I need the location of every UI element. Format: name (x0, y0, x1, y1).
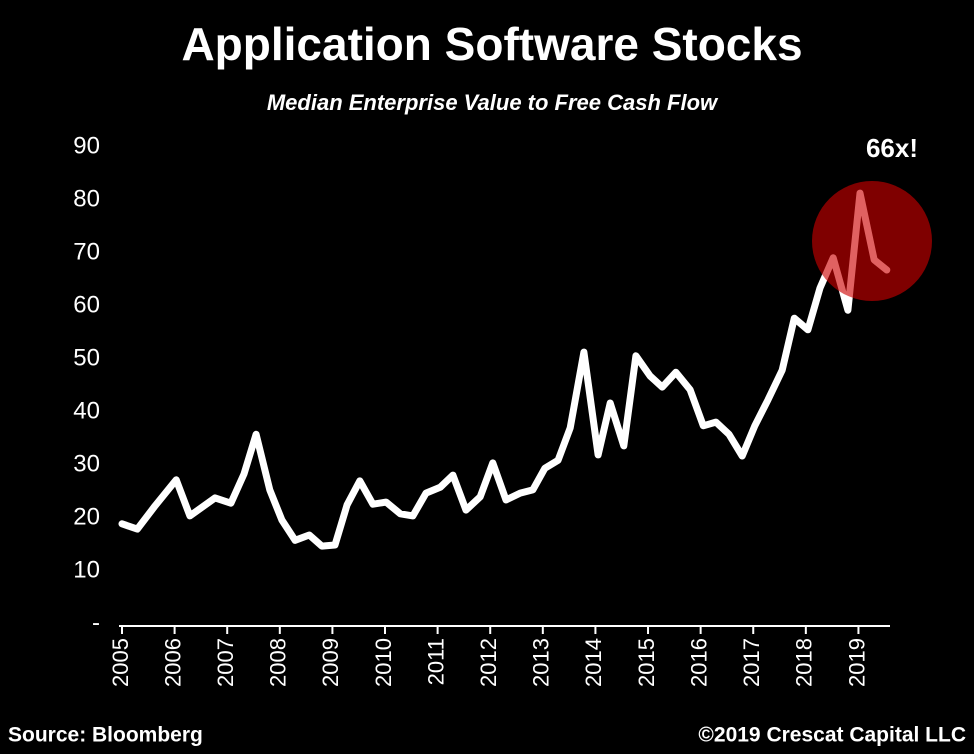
y-tick-label: 90 (73, 132, 100, 159)
y-tick-label: 60 (73, 291, 100, 318)
source: Source: Bloomberg (8, 724, 203, 747)
x-tick-label: 2010 (371, 638, 396, 687)
x-tick-label: 2019 (844, 638, 869, 687)
y-tick-label: 70 (73, 238, 100, 265)
annotation: 66x! (866, 133, 918, 163)
x-tick-label: 2011 (423, 638, 448, 685)
x-tick-label: 2015 (634, 638, 659, 687)
x-tick-label: 2018 (792, 638, 817, 687)
x-tick-label: 2012 (476, 638, 501, 687)
y-tick-label: - (92, 609, 100, 636)
x-tick-label: 2016 (686, 638, 711, 687)
x-tick-label: 2005 (108, 638, 133, 687)
highlight-circle (812, 181, 932, 301)
x-tick-label: 2013 (529, 638, 554, 687)
x-tick-label: 2014 (581, 638, 606, 687)
y-tick-label: 80 (73, 185, 100, 212)
y-tick-label: 30 (73, 450, 100, 477)
x-tick-label: 2007 (213, 638, 238, 687)
y-tick-label: 20 (73, 503, 100, 530)
x-tick-label: 2017 (739, 638, 764, 687)
y-tick-label: 10 (73, 556, 100, 583)
x-tick-label: 2009 (318, 638, 343, 687)
plot-area: - 10 20 30 40 50 60 70 80 90 2005 2006 2007 2008 2009 2… (73, 132, 891, 687)
data-line (118, 189, 891, 550)
copyright: ©2019 Crescat Capital LLC (698, 724, 966, 747)
y-tick-label: 40 (73, 397, 100, 424)
y-tick-label: 50 (73, 344, 100, 371)
x-tick-label: 2006 (160, 638, 185, 687)
x-tick-label: 2008 (266, 638, 291, 687)
chart-title: Application Software Stocks (181, 18, 802, 70)
chart-subtitle: Median Enterprise Value to Free Cash Flo… (267, 90, 719, 115)
